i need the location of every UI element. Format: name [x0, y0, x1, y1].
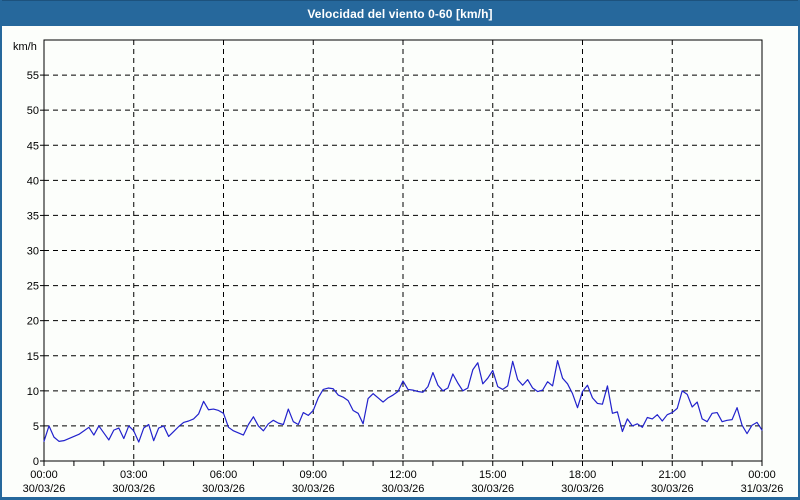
y-tick-label: 50 [27, 105, 39, 117]
x-tick-time-label: 00:00 [748, 469, 776, 481]
x-tick-time-label: 12:00 [389, 469, 417, 481]
y-tick-label: 25 [27, 281, 39, 293]
y-tick-label: 35 [27, 210, 39, 222]
x-gridlines [133, 40, 673, 461]
y-tick-label: 0 [33, 456, 39, 468]
x-tick-time-label: 18:00 [569, 469, 597, 481]
wind-speed-series-line [43, 360, 763, 443]
x-tick-date-label: 30/03/26 [292, 483, 335, 495]
x-tick-time-label: 15:00 [479, 469, 507, 481]
y-tick-label: 45 [27, 140, 39, 152]
window-title: Velocidad del viento 0-60 [km/h] [307, 6, 493, 21]
y-tick-label: 5 [33, 421, 39, 433]
y-tick-label: 30 [27, 246, 39, 258]
y-axis-unit-label: km/h [13, 41, 37, 53]
x-tick-date-label: 30/03/26 [112, 483, 155, 495]
x-tick-time-label: 09:00 [299, 469, 327, 481]
window-titlebar: Velocidad del viento 0-60 [km/h] [2, 0, 798, 26]
y-tick-label: 20 [27, 316, 39, 328]
x-tick-date-label: 30/03/26 [202, 483, 245, 495]
x-tick-time-label: 06:00 [210, 469, 238, 481]
x-tick-date-label: 30/03/26 [651, 483, 694, 495]
x-tick-date-label: 30/03/26 [23, 483, 66, 495]
y-tick-label: 10 [27, 386, 39, 398]
y-gridlines [44, 74, 762, 427]
x-tick-date-label: 31/03/26 [741, 483, 784, 495]
x-tick-date-label: 30/03/26 [382, 483, 425, 495]
y-tick-label: 55 [27, 70, 39, 82]
x-tick-date-label: 30/03/26 [561, 483, 604, 495]
x-tick-time-label: 00:00 [30, 469, 58, 481]
chart-area: 0 5 10 15 20 25 30 35 40 45 50 55 km/h 00:00 30/03/26 0… [2, 25, 798, 497]
x-axis-labels: 00:00 30/03/26 03:00 30/03/26 06:00 30/03/26 0… [23, 469, 784, 495]
wind-speed-chart: 0510152025303540455055km/h00:0030/03/260… [13, 39, 784, 495]
x-tick-date-label: 30/03/26 [471, 483, 514, 495]
y-tick-label: 40 [27, 175, 39, 187]
x-tick-time-label: 03:00 [120, 469, 148, 481]
x-tick-time-label: 21:00 [658, 469, 686, 481]
y-axis-ticks-labels: 0 5 10 15 20 25 30 35 40 45 50 55 [27, 70, 44, 468]
x-axis-ticks [43, 461, 763, 466]
y-tick-label: 15 [27, 351, 39, 363]
